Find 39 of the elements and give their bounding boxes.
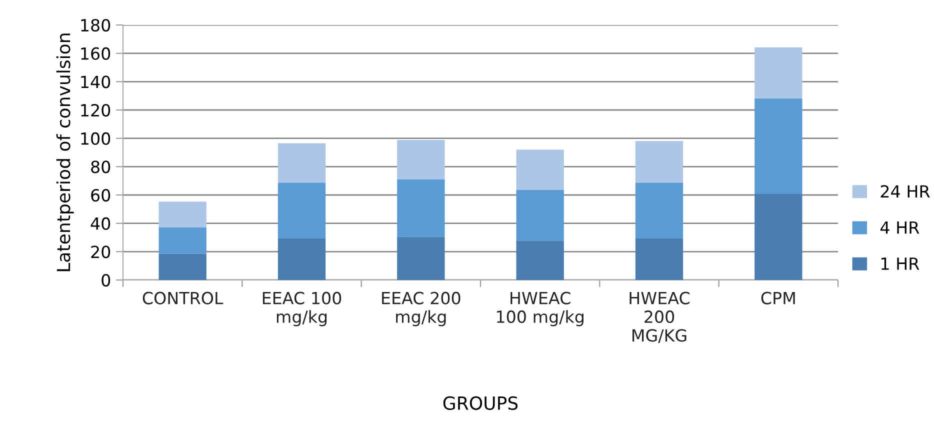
bar <box>754 47 802 98</box>
bar <box>278 143 326 183</box>
y-tick-label: 140 <box>81 76 110 88</box>
x-tick-label: CPM <box>761 292 795 304</box>
bar <box>278 238 326 280</box>
x-tick-label: CONTROL <box>142 292 224 304</box>
bar <box>516 150 564 190</box>
legend-label: 4 HR <box>880 221 920 234</box>
y-tick-label: 180 <box>81 18 110 32</box>
y-tick-label: 80 <box>91 160 110 174</box>
bar <box>635 141 684 183</box>
bar <box>516 190 564 241</box>
y-tick-label: 160 <box>81 47 110 60</box>
bar <box>397 179 445 237</box>
x-tick-label: HWEAC 200 MG/KG <box>630 292 690 344</box>
bar <box>754 98 802 194</box>
legend-label: 24 HR <box>880 185 930 198</box>
bar <box>516 240 564 280</box>
bar <box>754 194 802 280</box>
y-tick-label: 0 <box>102 274 110 287</box>
x-tick-label: EEAC 200 mg/kg <box>382 292 460 326</box>
bar <box>397 140 445 180</box>
x-tick-label: EEAC 100 mg/kg <box>262 292 342 326</box>
bar <box>158 254 206 280</box>
bar <box>158 202 206 228</box>
y-axis-title: Latentperiod of convulsion <box>56 34 74 272</box>
y-tick-label: 120 <box>81 104 110 117</box>
y-tick-label: 20 <box>91 246 110 258</box>
bar <box>635 238 684 280</box>
y-tick-label: 40 <box>90 217 110 230</box>
y-tick-label: 60 <box>91 188 110 202</box>
bar <box>158 227 206 254</box>
x-tick-label: HWEAC 100 mg/kg <box>497 292 584 326</box>
bar <box>635 182 684 238</box>
legend-label: 1 HR <box>881 258 920 270</box>
x-axis-title: GROUPS <box>443 396 518 410</box>
y-tick-label: 100 <box>81 132 110 145</box>
bar <box>278 182 326 238</box>
bar <box>397 236 445 280</box>
